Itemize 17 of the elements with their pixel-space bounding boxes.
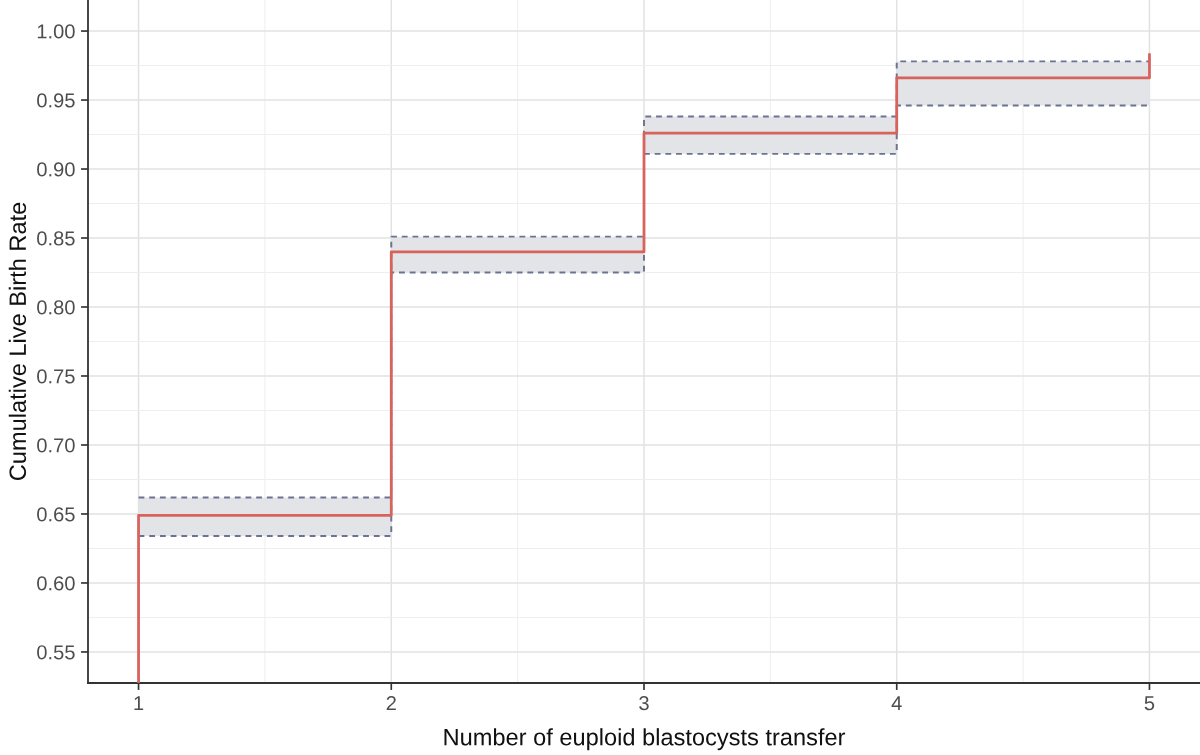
y-tick-label: 1.00 xyxy=(37,24,75,39)
x-tick-label: 3 xyxy=(639,696,649,711)
y-tick-label: 0.70 xyxy=(37,438,75,453)
y-axis-title: Cumulative Live Birth Rate xyxy=(8,202,27,481)
x-tick-label: 4 xyxy=(891,696,902,711)
y-tick-label: 0.60 xyxy=(37,576,75,591)
x-tick-label: 5 xyxy=(1144,696,1155,711)
x-tick-label: 2 xyxy=(386,696,396,711)
y-tick-label: 0.75 xyxy=(37,369,75,384)
x-tick-label: 1 xyxy=(134,696,144,711)
x-axis-title: Number of euploid blastocysts transfer xyxy=(444,728,846,751)
y-tick-label: 0.90 xyxy=(37,162,75,177)
y-tick-label: 0.80 xyxy=(37,300,75,315)
y-tick-label: 0.85 xyxy=(37,231,75,246)
y-tick-label: 0.95 xyxy=(37,93,75,108)
y-tick-label: 0.55 xyxy=(37,645,75,660)
y-tick-label: 0.65 xyxy=(37,507,75,522)
